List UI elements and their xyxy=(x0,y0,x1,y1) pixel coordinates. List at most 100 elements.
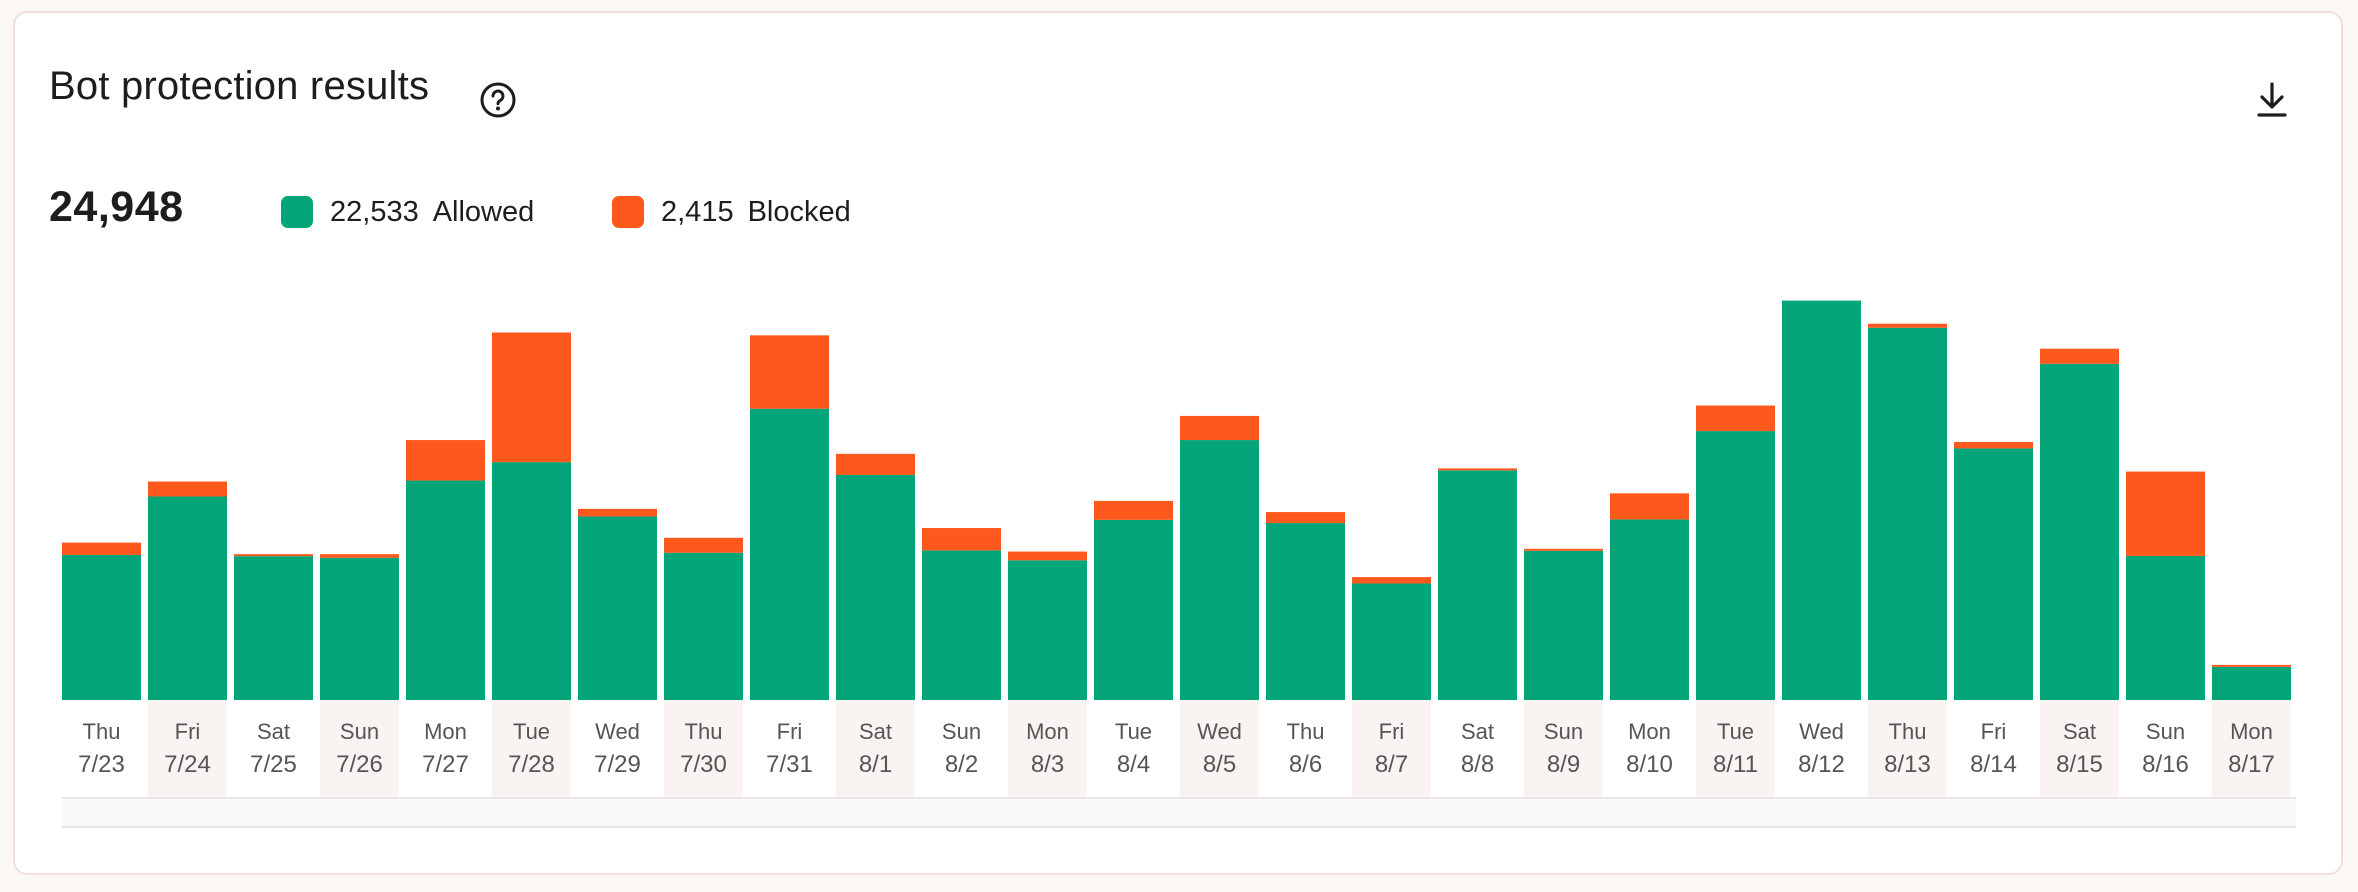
x-tick-date: 8/10 xyxy=(1626,751,1673,778)
bar-blocked[interactable] xyxy=(836,453,915,475)
bar-allowed[interactable] xyxy=(1438,470,1517,700)
card-title: Bot protection results xyxy=(49,64,430,108)
bar-allowed[interactable] xyxy=(2126,555,2205,700)
label-column-shade xyxy=(1008,700,1087,798)
bar-allowed[interactable] xyxy=(234,556,313,700)
x-tick-date: 7/28 xyxy=(508,751,555,778)
x-tick-day: Tue xyxy=(1717,719,1754,744)
bar-blocked[interactable] xyxy=(1180,415,1259,441)
bar-allowed[interactable] xyxy=(1266,523,1345,700)
x-tick-day: Wed xyxy=(1799,719,1844,744)
bar-allowed[interactable] xyxy=(406,480,485,700)
x-tick-day: Sun xyxy=(1544,719,1583,744)
bar-allowed[interactable] xyxy=(664,552,743,700)
bar-allowed[interactable] xyxy=(1782,300,1861,700)
allowed-swatch xyxy=(281,196,313,228)
x-tick-day: Thu xyxy=(685,719,723,744)
bar-allowed[interactable] xyxy=(1180,440,1259,700)
bar-blocked[interactable] xyxy=(922,528,1001,551)
x-tick-day: Mon xyxy=(2230,719,2273,744)
x-tick-day: Fri xyxy=(777,719,803,744)
bar-blocked[interactable] xyxy=(1438,468,1517,471)
bar-allowed[interactable] xyxy=(492,462,571,700)
bar-allowed[interactable] xyxy=(750,408,829,700)
bar-allowed[interactable] xyxy=(148,496,227,700)
x-tick-date: 8/4 xyxy=(1117,751,1150,778)
bar-blocked[interactable] xyxy=(492,332,571,463)
bar-allowed[interactable] xyxy=(2040,363,2119,700)
allowed-count: 22,533 xyxy=(330,195,419,228)
x-tick-date: 7/24 xyxy=(164,751,211,778)
chart-scroll-track[interactable] xyxy=(62,799,2296,826)
x-tick-date: 8/6 xyxy=(1289,751,1322,778)
x-tick-day: Fri xyxy=(1379,719,1405,744)
x-tick-day: Thu xyxy=(83,719,121,744)
bar-blocked[interactable] xyxy=(1610,493,1689,520)
bar-allowed[interactable] xyxy=(836,474,915,700)
x-tick-day: Tue xyxy=(1115,719,1152,744)
blocked-swatch xyxy=(612,196,644,228)
x-tick-day: Sat xyxy=(1461,719,1494,744)
blocked-label: Blocked xyxy=(747,195,851,228)
bar-blocked[interactable] xyxy=(320,554,399,558)
bar-blocked[interactable] xyxy=(1008,551,1087,561)
bar-allowed[interactable] xyxy=(578,516,657,700)
x-tick-date: 7/30 xyxy=(680,751,727,778)
label-column-shade xyxy=(148,700,227,798)
x-tick-date: 8/17 xyxy=(2228,751,2275,778)
x-tick-date: 7/27 xyxy=(422,751,469,778)
x-tick-date: 8/5 xyxy=(1203,751,1236,778)
bar-blocked[interactable] xyxy=(1524,548,1603,551)
bar-allowed[interactable] xyxy=(922,550,1001,700)
x-tick-day: Fri xyxy=(1981,719,2007,744)
bar-allowed[interactable] xyxy=(1610,519,1689,700)
bar-allowed[interactable] xyxy=(1094,519,1173,700)
bar-blocked[interactable] xyxy=(578,508,657,517)
x-tick-date: 7/23 xyxy=(78,751,125,778)
x-tick-date: 8/14 xyxy=(1970,751,2017,778)
bar-allowed[interactable] xyxy=(1954,448,2033,700)
bar-blocked[interactable] xyxy=(2040,348,2119,364)
x-tick-day: Mon xyxy=(1026,719,1069,744)
label-column-shade xyxy=(664,700,743,798)
bar-blocked[interactable] xyxy=(1954,442,2033,449)
x-tick-date: 8/12 xyxy=(1798,751,1845,778)
bar-blocked[interactable] xyxy=(2126,471,2205,556)
x-tick-date: 8/1 xyxy=(859,751,892,778)
x-tick-day: Sat xyxy=(2063,719,2096,744)
bar-blocked[interactable] xyxy=(62,542,141,555)
x-tick-date: 7/31 xyxy=(766,751,813,778)
x-tick-day: Mon xyxy=(1628,719,1671,744)
bar-blocked[interactable] xyxy=(148,481,227,497)
question-circle-icon[interactable] xyxy=(478,80,518,120)
bar-blocked[interactable] xyxy=(1696,405,1775,432)
bar-blocked[interactable] xyxy=(664,537,743,553)
label-column-shade xyxy=(1696,700,1775,798)
x-tick-date: 7/25 xyxy=(250,751,297,778)
x-tick-day: Thu xyxy=(1287,719,1325,744)
bar-allowed[interactable] xyxy=(1008,560,1087,700)
bar-allowed[interactable] xyxy=(1696,431,1775,700)
bar-blocked[interactable] xyxy=(2212,664,2291,667)
bar-blocked[interactable] xyxy=(1868,323,1947,328)
x-tick-day: Sun xyxy=(2146,719,2185,744)
bar-blocked[interactable] xyxy=(750,335,829,409)
bar-blocked[interactable] xyxy=(406,440,485,481)
bar-allowed[interactable] xyxy=(2212,666,2291,700)
download-icon[interactable] xyxy=(2254,80,2290,120)
bar-blocked[interactable] xyxy=(1266,512,1345,524)
bar-blocked[interactable] xyxy=(1094,500,1173,520)
bar-allowed[interactable] xyxy=(1352,583,1431,700)
bar-blocked[interactable] xyxy=(1352,577,1431,584)
label-column-shade xyxy=(492,700,571,798)
label-column-shade xyxy=(1180,700,1259,798)
bar-allowed[interactable] xyxy=(1524,550,1603,700)
legend-allowed: 22,533 Allowed xyxy=(281,192,534,232)
bar-allowed[interactable] xyxy=(1868,327,1947,700)
x-tick-date: 8/13 xyxy=(1884,751,1931,778)
bar-allowed[interactable] xyxy=(62,554,141,700)
bar-blocked[interactable] xyxy=(234,554,313,557)
x-tick-day: Thu xyxy=(1889,719,1927,744)
bar-allowed[interactable] xyxy=(320,557,399,700)
